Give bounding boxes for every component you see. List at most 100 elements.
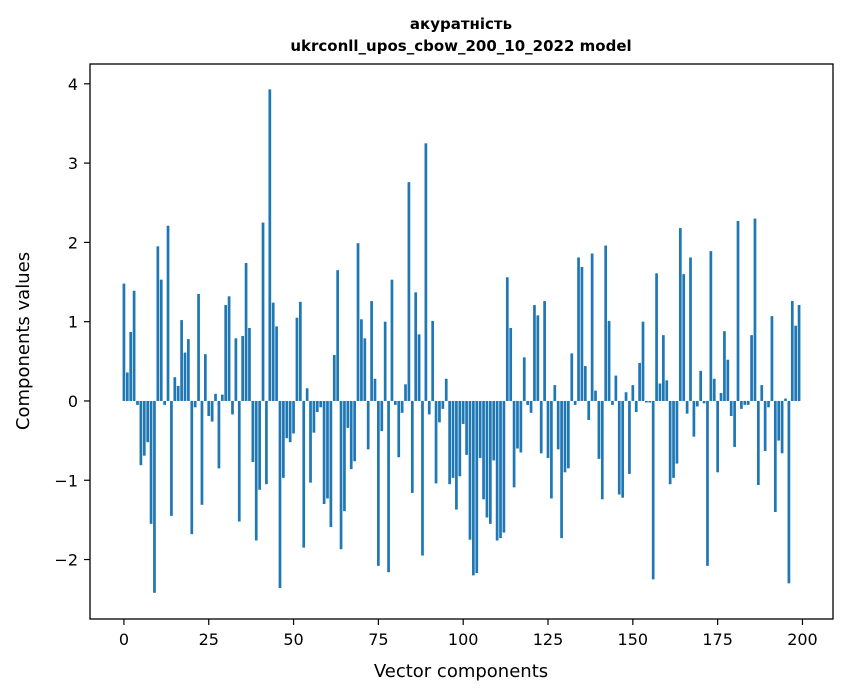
y-axis-ticks: −2 −1 0 1 2 3 4	[54, 75, 90, 570]
bar	[319, 400, 323, 408]
bar	[373, 378, 377, 401]
bar	[183, 352, 187, 401]
bar	[214, 393, 217, 401]
bar	[377, 400, 380, 566]
y-tick-label: −1	[54, 471, 78, 490]
bar	[248, 328, 251, 401]
bar	[383, 321, 387, 401]
bar	[122, 283, 126, 401]
y-axis-label: Components values	[13, 252, 34, 430]
bar	[353, 400, 356, 462]
bar	[675, 400, 679, 464]
bar	[740, 400, 743, 409]
bar	[750, 335, 753, 401]
bar	[417, 334, 421, 401]
bar	[597, 400, 601, 459]
bar	[651, 400, 655, 580]
bar	[522, 357, 526, 401]
bar	[254, 400, 258, 541]
bar	[322, 400, 326, 505]
bar	[268, 89, 272, 401]
bar	[529, 400, 533, 413]
chart-title-line1: акуратність	[410, 15, 512, 33]
x-tick-label: 200	[787, 630, 818, 649]
bar	[407, 182, 411, 401]
bar	[662, 335, 665, 401]
bar	[600, 400, 604, 500]
bar	[292, 400, 295, 434]
x-tick-label: 175	[702, 630, 733, 649]
bar	[553, 385, 557, 401]
bar	[187, 339, 190, 401]
bar	[393, 400, 397, 405]
bar	[231, 400, 234, 415]
bar	[505, 277, 509, 401]
bar	[709, 251, 713, 401]
bar	[349, 400, 353, 470]
bar	[736, 220, 740, 401]
bar	[757, 400, 760, 485]
bar	[604, 245, 608, 401]
chart-title-line2: ukrconll_upos_cbow_200_10_2022 model	[290, 37, 631, 55]
bar	[170, 400, 173, 516]
bar	[767, 400, 770, 408]
y-tick-label: 1	[68, 313, 78, 332]
bar	[400, 400, 404, 413]
bar	[797, 305, 801, 401]
bar	[692, 400, 696, 437]
bar	[200, 400, 204, 505]
bar	[790, 301, 794, 401]
bar	[366, 400, 370, 450]
bar	[244, 263, 248, 401]
bar	[573, 400, 577, 405]
bar	[590, 253, 594, 401]
bar	[685, 400, 689, 414]
bar	[146, 400, 150, 443]
bar	[570, 353, 574, 401]
x-axis-ticks: 0 25 50 75 100 125 150 175 200	[119, 619, 818, 649]
bar	[275, 326, 278, 401]
bar	[777, 400, 781, 441]
bar	[753, 218, 757, 401]
bar	[315, 400, 319, 413]
bar	[241, 335, 245, 401]
bar	[455, 400, 458, 510]
bar	[550, 400, 553, 499]
bar	[519, 400, 523, 453]
bar	[678, 228, 682, 401]
bar	[563, 400, 567, 473]
bar	[743, 400, 747, 405]
bar	[125, 372, 129, 401]
bar	[733, 400, 736, 447]
bar	[390, 279, 394, 401]
y-tick-label: 2	[68, 233, 78, 252]
bar	[129, 331, 133, 401]
bar	[665, 380, 669, 401]
bar	[699, 370, 703, 401]
bar	[611, 400, 614, 405]
x-tick-label: 25	[199, 630, 219, 649]
bar	[763, 400, 767, 451]
bar	[305, 388, 309, 401]
x-tick-label: 150	[618, 630, 649, 649]
bars-group	[122, 89, 801, 593]
bar	[302, 400, 306, 548]
bar	[370, 301, 373, 401]
bar	[156, 246, 160, 401]
y-tick-label: 4	[68, 75, 78, 94]
bar	[495, 400, 499, 541]
y-tick-label: −2	[54, 551, 78, 570]
bar	[746, 400, 750, 405]
bar	[567, 400, 570, 469]
bar	[356, 243, 360, 401]
x-tick-label: 125	[533, 630, 564, 649]
bar	[468, 400, 472, 540]
bar	[556, 400, 560, 450]
bar	[207, 400, 211, 417]
bar	[203, 354, 207, 401]
bar	[363, 338, 367, 401]
bar	[224, 305, 228, 401]
bar	[424, 143, 428, 401]
bar	[173, 377, 177, 401]
